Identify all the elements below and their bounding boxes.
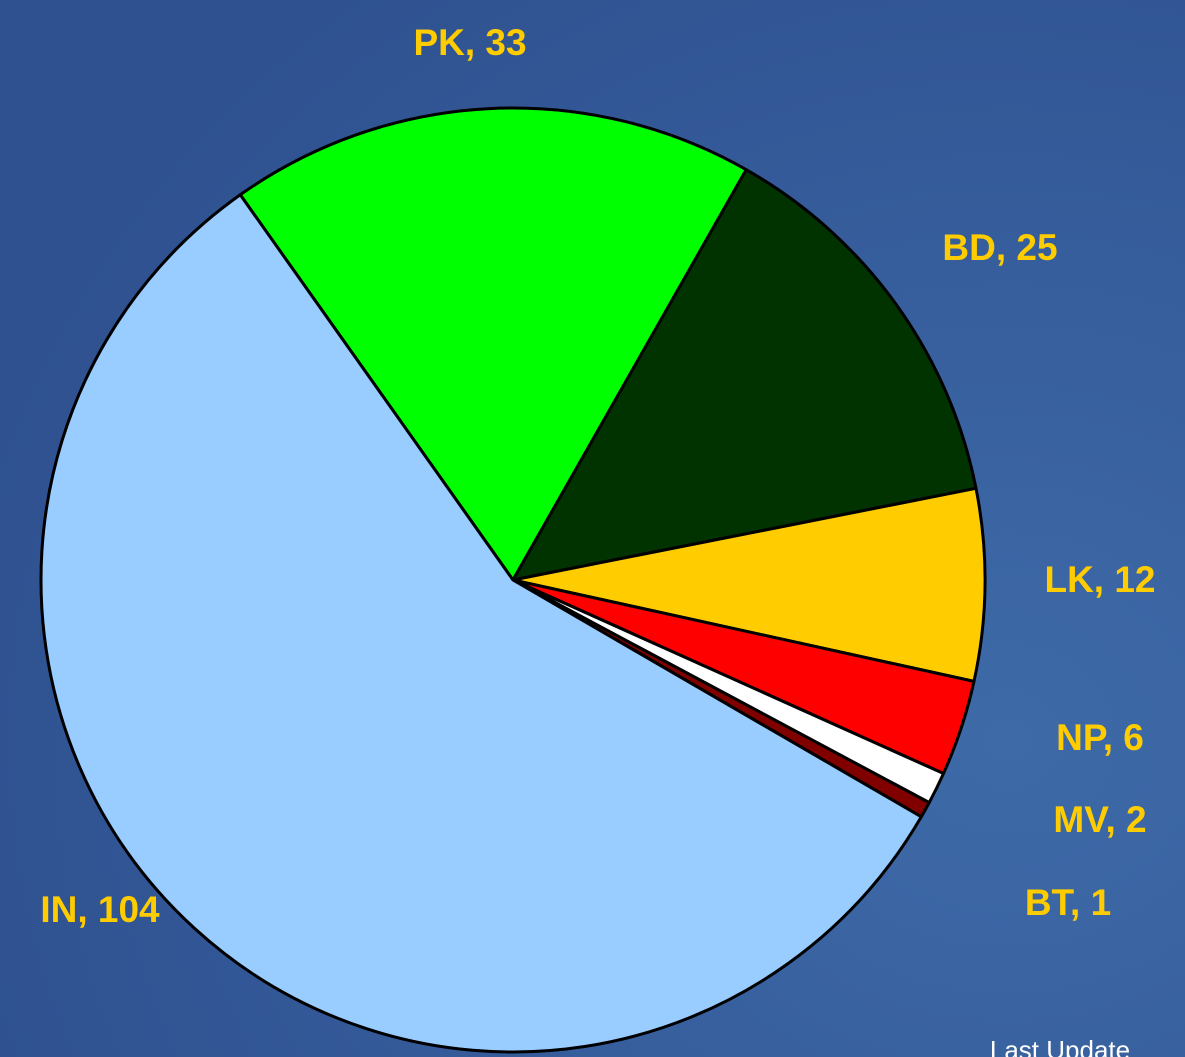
slice-label: LK, 12 [1044, 559, 1155, 600]
slice-label: MV, 2 [1053, 799, 1146, 840]
pie-slice [238, 106, 748, 582]
pie-slice [39, 193, 923, 1054]
slice-label: IN, 104 [40, 889, 160, 930]
slice-label: BT, 1 [1025, 882, 1111, 923]
slice-label: PK, 33 [413, 22, 526, 63]
pie-slice [511, 486, 987, 683]
pie-slice [511, 168, 978, 582]
slice-label: NP, 6 [1056, 717, 1144, 758]
annotation: Last Update [990, 1035, 1130, 1057]
slice-label: BD, 25 [942, 227, 1057, 268]
